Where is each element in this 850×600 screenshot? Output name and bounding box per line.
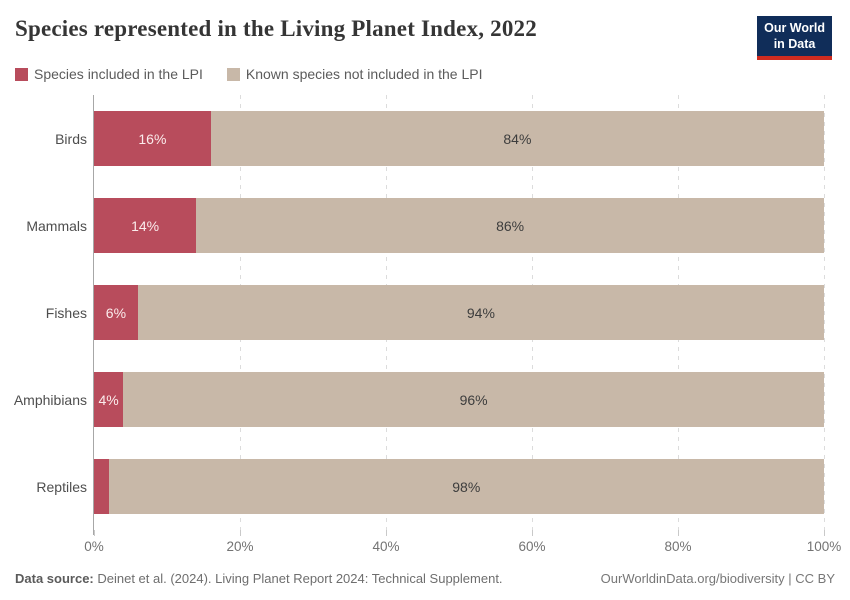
- bar-row-mammals: Mammals 14% 86%: [0, 182, 850, 269]
- page-title: Species represented in the Living Planet…: [15, 16, 537, 41]
- bar-track: 4% 96%: [94, 372, 824, 427]
- bar-value-label: 86%: [496, 217, 525, 234]
- bar-track: 98%: [94, 459, 824, 514]
- category-label: Mammals: [26, 217, 87, 234]
- bar-segment-included[interactable]: [94, 459, 109, 514]
- data-source-label: Data source:: [15, 571, 94, 586]
- x-tick-label: 20%: [226, 539, 254, 554]
- bar-segment-not-included[interactable]: 86%: [196, 198, 824, 253]
- x-axis: 0% 20% 40% 60% 80% 100%: [84, 530, 841, 562]
- category-label: Amphibians: [13, 391, 87, 408]
- bar-value-label: 84%: [503, 130, 532, 147]
- legend-swatch-included-icon: [15, 67, 28, 81]
- credit-link[interactable]: OurWorldinData.org/biodiversity | CC BY: [600, 571, 835, 586]
- x-tick-label: 40%: [372, 539, 400, 554]
- footer: Data source: Deinet et al. (2024). Livin…: [15, 571, 835, 586]
- bar-segment-not-included[interactable]: 98%: [108, 459, 824, 514]
- x-tick-label: 0%: [84, 539, 104, 554]
- y-axis-line: [93, 95, 94, 535]
- legend-swatch-not-included-icon: [226, 67, 240, 81]
- data-source: Data source: Deinet et al. (2024). Livin…: [15, 571, 503, 586]
- category-label: Birds: [55, 130, 87, 147]
- bar-segment-included[interactable]: 14%: [94, 198, 197, 253]
- bar-value-label: 4%: [98, 391, 119, 408]
- bar-value-label: 16%: [138, 130, 167, 147]
- owid-logo-line1: Our World: [764, 21, 825, 35]
- bar-value-label: 14%: [131, 217, 160, 234]
- bar-value-label: 6%: [105, 304, 127, 321]
- gridline-100: [824, 95, 825, 535]
- legend-item-not-included[interactable]: Known species not included in the LPI: [226, 66, 483, 82]
- x-tick-label: 60%: [518, 539, 546, 554]
- bar-track: 16% 84%: [94, 111, 824, 166]
- bar-segment-included[interactable]: 4%: [94, 372, 124, 427]
- bar-segment-included[interactable]: 16%: [94, 111, 211, 166]
- bar-value-label: 94%: [466, 304, 495, 321]
- bar-row-reptiles: Reptiles 98%: [0, 443, 850, 530]
- bar-value-label: 98%: [452, 478, 481, 495]
- bar-row-amphibians: Amphibians 4% 96%: [0, 356, 850, 443]
- owid-logo-line2: in Data: [773, 36, 816, 51]
- category-label: Fishes: [45, 304, 87, 321]
- legend-label-not-included: Known species not included in the LPI: [245, 66, 483, 82]
- bar-segment-not-included[interactable]: 94%: [137, 285, 824, 340]
- bar-segment-not-included[interactable]: 96%: [123, 372, 824, 427]
- legend: Species included in the LPI Known specie…: [15, 66, 483, 82]
- category-label: Reptiles: [36, 478, 87, 495]
- bar-track: 6% 94%: [94, 285, 824, 340]
- legend-item-included[interactable]: Species included in the LPI: [15, 66, 203, 82]
- x-tick-label: 80%: [664, 539, 692, 554]
- bar-row-fishes: Fishes 6% 94%: [0, 269, 850, 356]
- legend-label-included: Species included in the LPI: [34, 66, 203, 82]
- data-source-text: Deinet et al. (2024). Living Planet Repo…: [93, 571, 503, 586]
- stacked-bar-chart: Birds 16% 84% Mammals: [0, 95, 850, 562]
- bar-row-birds: Birds 16% 84%: [0, 95, 850, 182]
- owid-logo[interactable]: Our World in Data: [757, 16, 832, 61]
- bar-value-label: 96%: [459, 391, 488, 408]
- bar-rows: Birds 16% 84% Mammals: [0, 95, 850, 530]
- x-tick-label: 100%: [806, 539, 842, 554]
- bar-segment-not-included[interactable]: 84%: [210, 111, 824, 166]
- bar-track: 14% 86%: [94, 198, 824, 253]
- bar-segment-included[interactable]: 6%: [94, 285, 138, 340]
